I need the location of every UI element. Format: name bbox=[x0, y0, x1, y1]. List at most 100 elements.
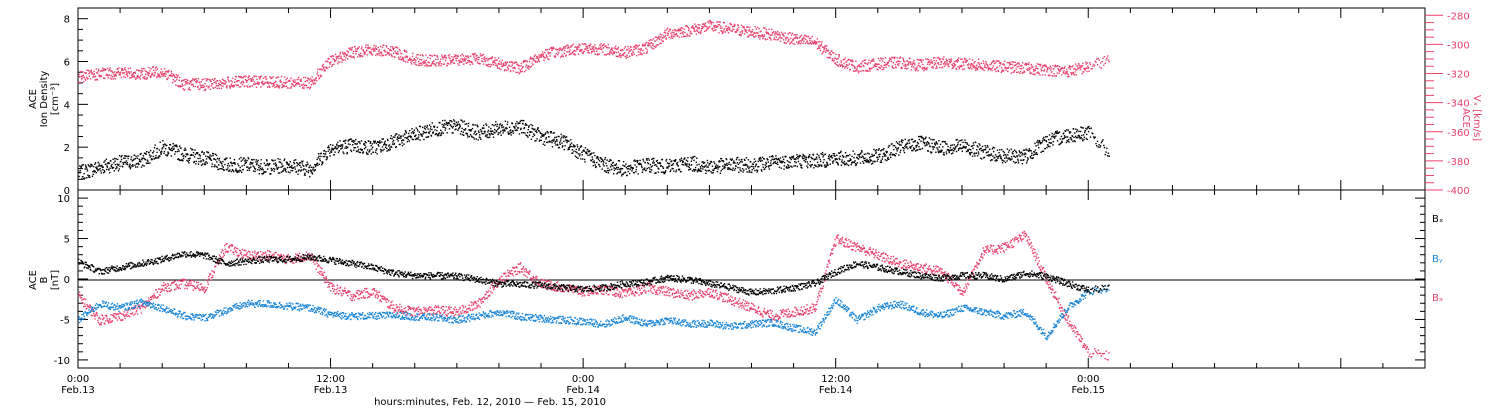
ion-density-point bbox=[141, 164, 144, 166]
x-axis-label: hours:minutes, Feb. 12, 2010 — Feb. 15, … bbox=[374, 397, 606, 408]
vx-point bbox=[567, 46, 570, 48]
vx-point bbox=[737, 29, 739, 31]
ion-density-point bbox=[539, 131, 541, 134]
ion-density-point bbox=[464, 123, 466, 125]
ion-density-point bbox=[275, 163, 277, 166]
vx-point bbox=[426, 64, 428, 66]
ion-density-point bbox=[989, 154, 991, 157]
ion-density-point bbox=[102, 166, 104, 168]
vx-point bbox=[450, 59, 453, 62]
ion-density-point bbox=[115, 158, 117, 160]
ion-density-point bbox=[764, 166, 767, 168]
ion-density-point bbox=[111, 163, 113, 166]
ion-density-point bbox=[973, 144, 975, 146]
ion-density-point bbox=[839, 158, 841, 161]
vx-point bbox=[99, 70, 102, 72]
vx-point bbox=[477, 56, 479, 59]
ion-density-point bbox=[311, 172, 313, 174]
ion-density-point bbox=[828, 154, 831, 156]
ion-density-point bbox=[441, 119, 444, 122]
ion-density-point bbox=[190, 147, 192, 150]
ion-density-point bbox=[640, 165, 643, 167]
ion-density-point bbox=[495, 130, 498, 133]
vx-point bbox=[821, 46, 824, 48]
vx-point bbox=[823, 48, 825, 51]
ion-density-point bbox=[737, 156, 739, 159]
ion-density-point bbox=[469, 134, 472, 136]
vx-point bbox=[492, 63, 495, 66]
ion-density-point bbox=[789, 156, 791, 159]
ion-density-point bbox=[534, 130, 537, 133]
vx-point bbox=[459, 60, 461, 62]
ion-density-point bbox=[491, 124, 494, 126]
vx-point bbox=[722, 21, 725, 24]
ion-density-point bbox=[724, 167, 726, 169]
vx-point bbox=[92, 74, 95, 76]
vx-point bbox=[505, 64, 507, 66]
vx-point bbox=[340, 58, 343, 60]
ion-density-point bbox=[153, 147, 156, 149]
ion-density-point bbox=[1107, 155, 1109, 157]
vx-point bbox=[552, 47, 554, 49]
ion-density-point bbox=[265, 164, 267, 166]
vx-point bbox=[475, 57, 477, 60]
vx-point bbox=[691, 26, 693, 29]
vx-point bbox=[336, 57, 338, 59]
ion-density-point bbox=[86, 170, 89, 172]
ion-density-point bbox=[774, 162, 777, 164]
vx-point bbox=[203, 89, 205, 91]
ion-density-point bbox=[278, 172, 281, 174]
ion-density-point bbox=[986, 154, 988, 157]
ion-density-point bbox=[728, 163, 730, 165]
ion-density-point bbox=[762, 163, 764, 166]
ion-density-point bbox=[601, 168, 603, 170]
ion-density-point bbox=[603, 161, 605, 163]
vx-point bbox=[590, 48, 592, 50]
vx-point bbox=[633, 48, 635, 51]
vx-point bbox=[127, 75, 129, 78]
ion-density-point bbox=[1047, 144, 1049, 146]
vx-point bbox=[660, 36, 662, 38]
vx-point bbox=[823, 47, 826, 49]
ion-density-point bbox=[868, 153, 870, 155]
vx-point bbox=[128, 70, 130, 73]
ion-density-point bbox=[923, 138, 925, 140]
ion-density-point bbox=[256, 161, 259, 163]
ion-density-point bbox=[244, 160, 246, 162]
ion-density-point bbox=[658, 168, 660, 170]
ion-density-point bbox=[297, 170, 300, 172]
ion-density-point bbox=[877, 149, 880, 151]
vx-point bbox=[384, 49, 386, 51]
vx-point bbox=[655, 36, 658, 38]
ion-density-point bbox=[466, 132, 468, 135]
vx-point bbox=[223, 79, 225, 81]
ion-density-point bbox=[345, 145, 347, 148]
ion-density-point bbox=[1040, 142, 1042, 144]
ion-density-point bbox=[591, 156, 593, 158]
vx-point bbox=[805, 38, 807, 41]
vx-point bbox=[184, 81, 187, 83]
vx-point bbox=[779, 34, 781, 36]
ion-density-point bbox=[557, 135, 559, 138]
ion-density-point bbox=[322, 161, 324, 164]
vx-point bbox=[86, 69, 88, 71]
vx-point bbox=[459, 61, 461, 64]
ion-density-point bbox=[607, 167, 609, 169]
ion-density-point bbox=[1076, 130, 1078, 133]
ion-density-point bbox=[1049, 142, 1051, 144]
vx-point bbox=[631, 53, 633, 55]
ion-density-point bbox=[1074, 132, 1076, 134]
ion-density-point bbox=[952, 152, 954, 154]
ion-density-point bbox=[727, 168, 729, 170]
ion-density-point bbox=[914, 150, 917, 152]
ion-density-point bbox=[267, 164, 269, 167]
vx-point bbox=[520, 65, 522, 67]
vx-point bbox=[208, 85, 210, 87]
vx-point bbox=[472, 63, 474, 65]
ion-density-point bbox=[237, 170, 239, 172]
ion-density-point bbox=[161, 148, 163, 150]
vx-point bbox=[335, 58, 338, 60]
vx-point bbox=[173, 74, 175, 77]
ion-density-point bbox=[335, 148, 337, 150]
ion-density-point bbox=[895, 152, 897, 155]
